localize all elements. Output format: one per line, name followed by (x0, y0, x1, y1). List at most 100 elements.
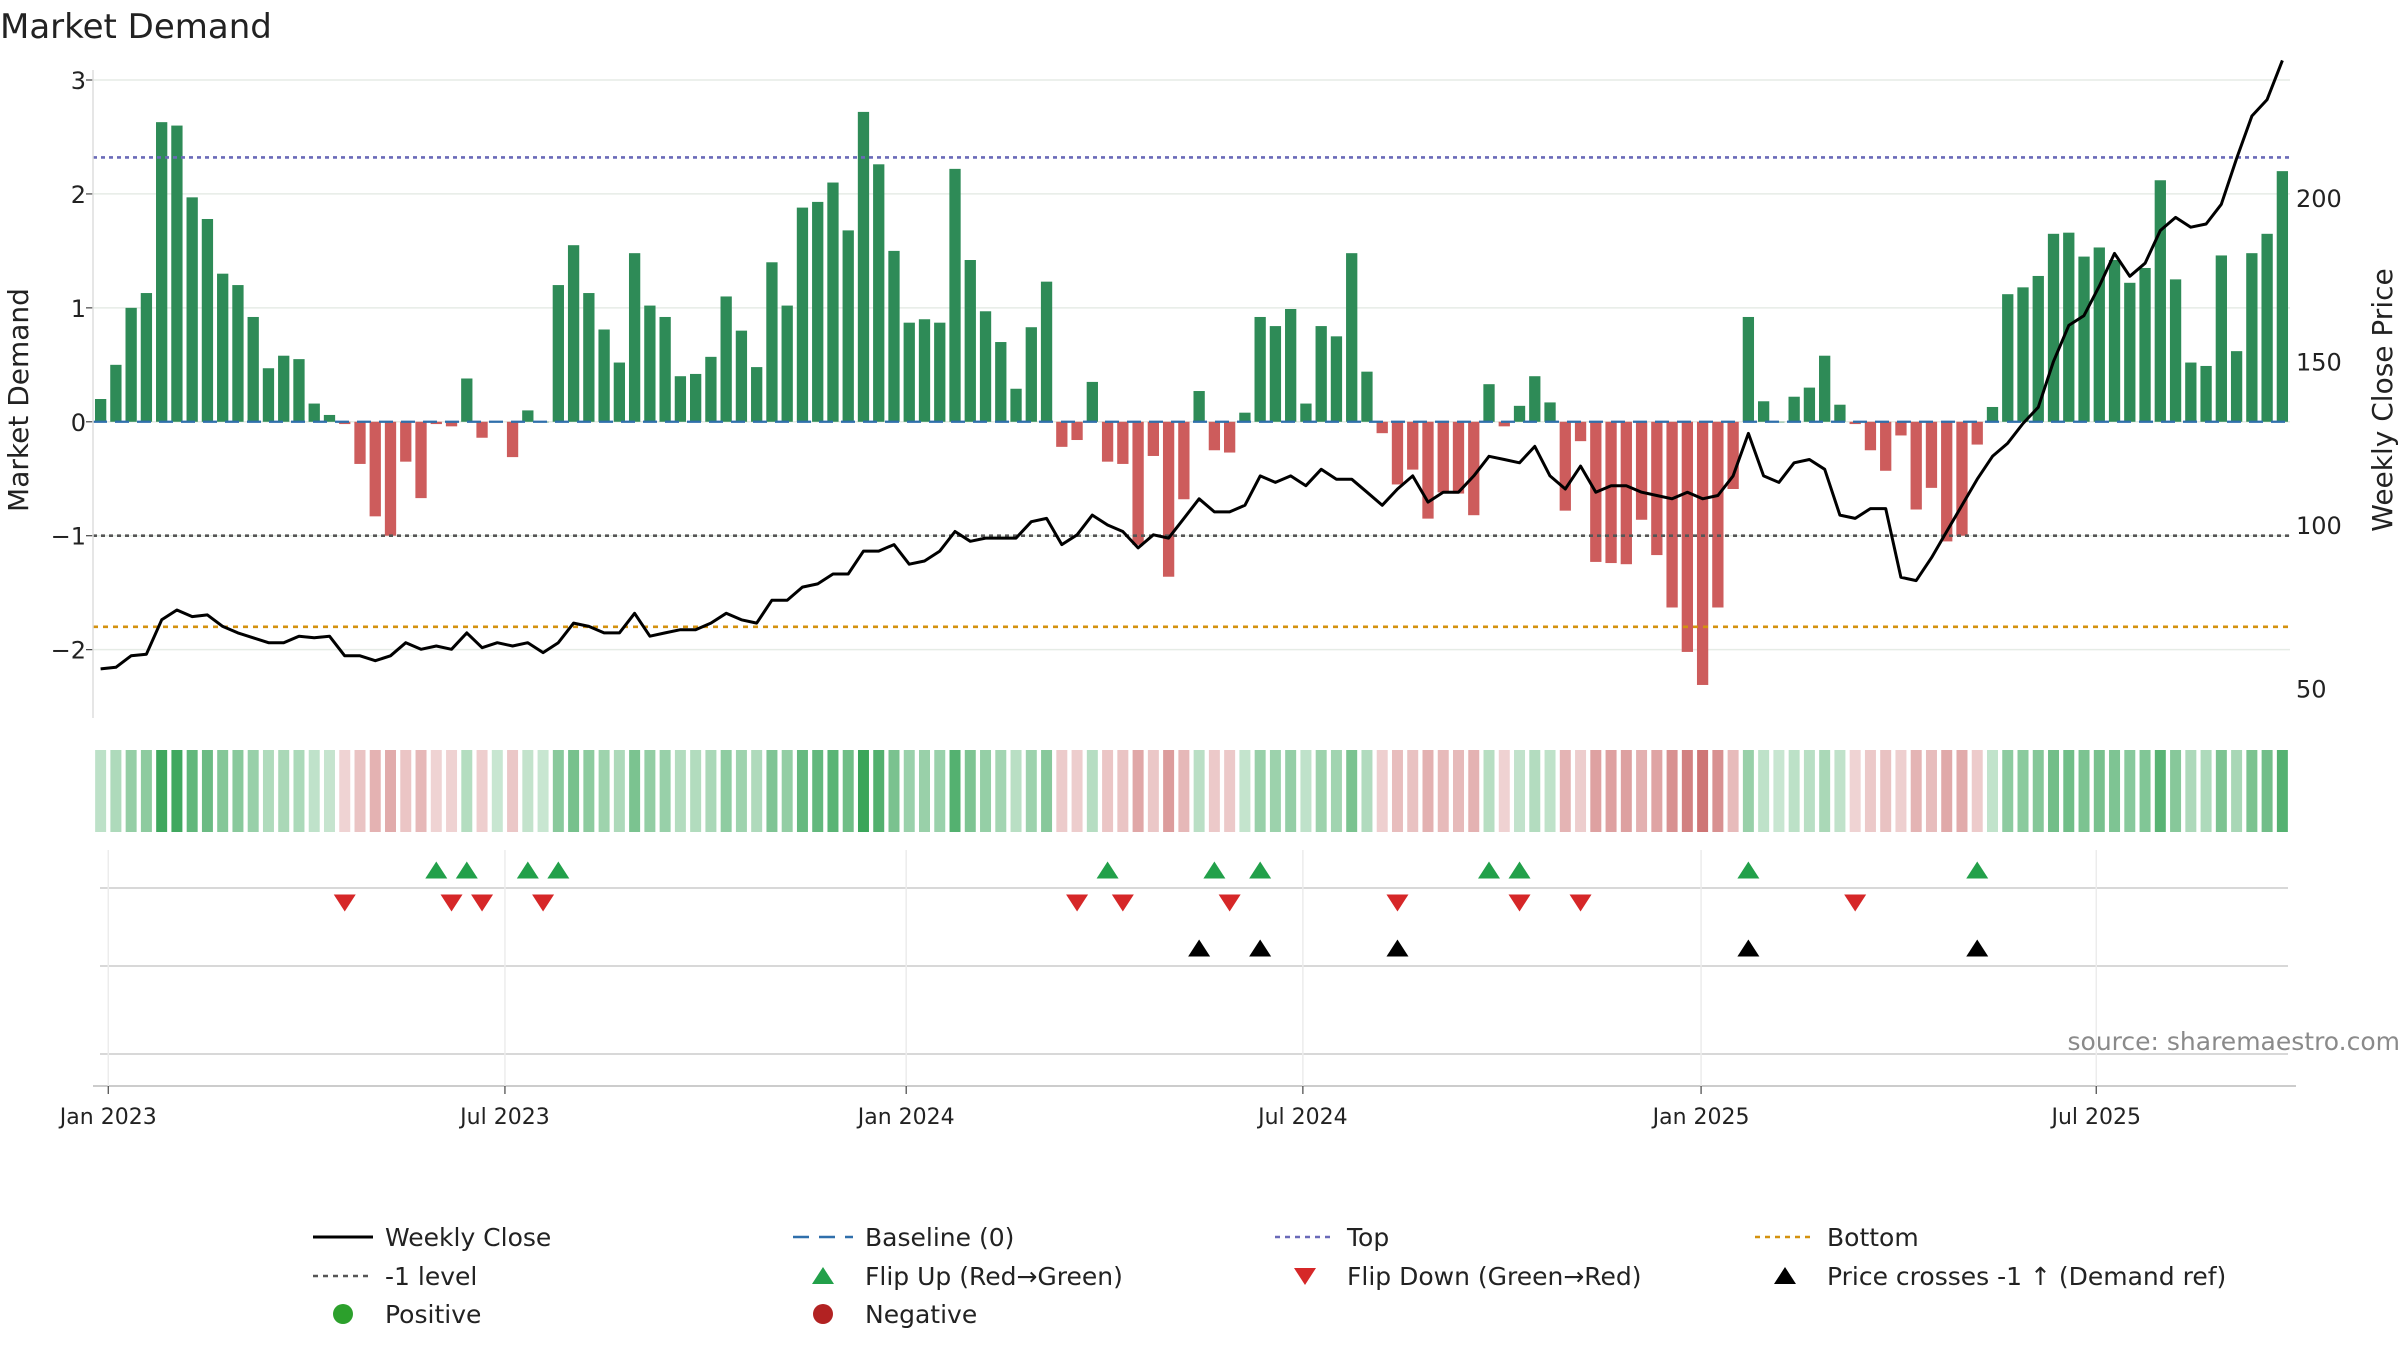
heat-strip-cell (949, 750, 961, 832)
legend-label: Baseline (0) (865, 1223, 1014, 1252)
y2-tick-label: 100 (2296, 512, 2342, 540)
demand-bar (1285, 308, 1297, 422)
heat-strip-cell (1086, 750, 1098, 832)
demand-bar (140, 293, 153, 422)
y-tick-label: −2 (51, 637, 86, 665)
heat-strip-cell (1651, 750, 1663, 832)
heat-strip-cell (1102, 750, 1114, 832)
heat-strip-cell (980, 750, 992, 832)
heat-strip-cell (995, 750, 1007, 832)
demand-bar (812, 201, 824, 422)
heat-strip-cell (461, 750, 473, 832)
demand-bar (217, 273, 229, 422)
heat-strip-cell (1407, 750, 1419, 832)
demand-bar (1620, 421, 1632, 565)
demand-bar (674, 376, 687, 422)
demand-bar (598, 329, 610, 422)
demand-bar (1986, 406, 1999, 422)
demand-bar (1056, 421, 1068, 447)
heat-strip-cell (1941, 750, 1953, 832)
heat-strip-cell (2002, 750, 2014, 832)
heat-strip-cell (2170, 750, 2182, 832)
demand-bar (2215, 255, 2227, 422)
demand-bar (2139, 267, 2151, 422)
demand-bar (1757, 401, 1770, 422)
y-tick-label: 2 (71, 181, 86, 209)
demand-bar (293, 359, 305, 422)
heat-strip-cell (1514, 750, 1526, 832)
demand-bar (1864, 421, 1877, 451)
demand-bar (1559, 421, 1571, 511)
heat-strip-cell (842, 750, 854, 832)
heat-strip-cell (781, 750, 793, 832)
y-tick-label: 1 (71, 295, 86, 323)
y2-tick-label: 200 (2296, 185, 2342, 213)
flip-up-marker (455, 861, 478, 879)
demand-bar (1300, 403, 1312, 422)
heat-strip (95, 750, 2288, 832)
heat-strip-cell (1544, 750, 1556, 832)
heat-strip-cell (751, 750, 763, 832)
demand-bar (827, 182, 839, 422)
heat-strip-cell (674, 750, 686, 832)
heat-strip-cell (446, 750, 458, 832)
demand-bar (354, 421, 366, 464)
demand-bar (873, 164, 885, 422)
demand-bar (903, 322, 915, 422)
heat-strip-cell (186, 750, 198, 832)
legend: Weekly Close Baseline (0) Top Bottom -1 leve… (313, 1223, 2226, 1329)
demand-bar (1391, 421, 1404, 485)
heat-strip-cell (1666, 750, 1678, 832)
demand-bar (1727, 421, 1739, 490)
flip-up-marker (1203, 861, 1226, 879)
flip-up-marker (1737, 861, 1760, 879)
demand-bar (445, 421, 458, 427)
demand-bar (2124, 282, 2136, 422)
demand-bar (2276, 171, 2289, 422)
demand-bar (552, 285, 564, 422)
flip-up-marker (1096, 861, 1119, 879)
heat-strip-cell (1453, 750, 1464, 832)
demand-bar (339, 421, 351, 425)
heat-strip-cell (766, 750, 778, 832)
demand-bar (1925, 421, 1938, 488)
demand-bar (918, 319, 931, 422)
demand-bar (1269, 326, 1282, 422)
heat-strip-cell (217, 750, 229, 832)
heat-strip-cell (1559, 750, 1571, 832)
x-tick-label: Jan 2023 (58, 1105, 157, 1130)
demand-bar (323, 414, 336, 422)
heat-strip-cell (1361, 750, 1373, 832)
demand-bar (1407, 421, 1419, 470)
demand-bar (2032, 275, 2044, 422)
axes: −2 −1 0 1 2 3 50 100 150 200 (51, 67, 2342, 718)
demand-bar (888, 250, 900, 422)
heat-strip-cell (1712, 750, 1724, 832)
flip-down-marker (440, 894, 463, 912)
heat-strip-cell (2215, 750, 2227, 832)
demand-bar (1223, 421, 1236, 453)
heat-strip-cell (2017, 750, 2029, 832)
demand-bar (1147, 421, 1160, 456)
demand-bar (934, 322, 946, 422)
heat-strip-cell (1925, 750, 1937, 832)
heat-strip-cell (1819, 750, 1831, 832)
demand-bar (1513, 405, 1526, 422)
heat-strip-cell (735, 750, 747, 832)
heat-strip-cell (2261, 750, 2273, 832)
demand-bar (1651, 421, 1663, 556)
heat-strip-cell (1697, 750, 1709, 832)
heat-strip-cell (2185, 750, 2197, 832)
heat-strip-cell (247, 750, 259, 832)
demand-bar (1437, 421, 1449, 493)
heat-strip-cell (1285, 750, 1297, 832)
demand-bar (766, 262, 778, 422)
heat-strip-cell (293, 750, 305, 832)
demand-bar (583, 293, 595, 422)
flip-up-marker (516, 861, 539, 879)
heat-strip-cell (1758, 750, 1770, 832)
heat-strip-cell (1254, 750, 1266, 832)
demand-bar (2047, 233, 2060, 422)
